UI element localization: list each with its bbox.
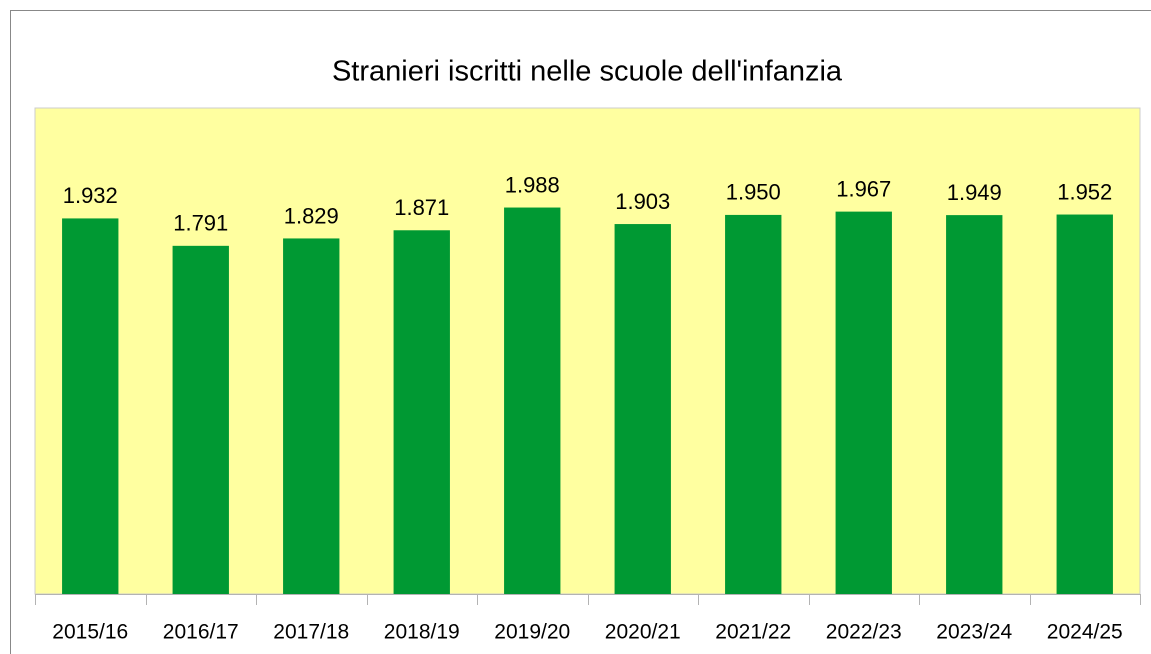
chart-title: Stranieri iscritti nelle scuole dell'inf… <box>332 56 843 88</box>
bar <box>835 211 892 594</box>
bar <box>614 224 671 594</box>
data-label: 1.932 <box>63 183 118 208</box>
x-tick-label: 2023/24 <box>936 621 1012 644</box>
x-tick-label: 2016/17 <box>163 621 239 644</box>
data-label: 1.950 <box>726 180 781 205</box>
bar <box>1056 214 1113 595</box>
data-label: 1.988 <box>505 172 560 197</box>
data-label: 1.791 <box>173 211 228 236</box>
x-tick-label: 2015/16 <box>52 621 128 644</box>
bar <box>283 238 340 595</box>
data-label: 1.903 <box>615 189 670 214</box>
x-tick-label: 2022/23 <box>826 621 902 644</box>
bar <box>725 214 782 595</box>
data-label: 1.952 <box>1057 179 1112 204</box>
x-tick-label: 2017/18 <box>273 621 349 644</box>
data-label: 1.949 <box>947 180 1002 205</box>
data-label: 1.871 <box>394 195 449 220</box>
x-tick-label: 2019/20 <box>494 621 570 644</box>
chart-border <box>10 10 1151 654</box>
bar <box>393 230 450 595</box>
bar <box>504 207 561 594</box>
x-tick-label: 2021/22 <box>715 621 791 644</box>
x-tick-label: 2018/19 <box>384 621 460 644</box>
data-label: 1.967 <box>836 176 891 201</box>
data-label: 1.829 <box>284 203 339 228</box>
bar <box>62 218 119 595</box>
x-tick-label: 2020/21 <box>605 621 681 644</box>
bar <box>946 215 1003 595</box>
bar <box>172 245 229 595</box>
x-tick-label: 2024/25 <box>1047 621 1123 644</box>
